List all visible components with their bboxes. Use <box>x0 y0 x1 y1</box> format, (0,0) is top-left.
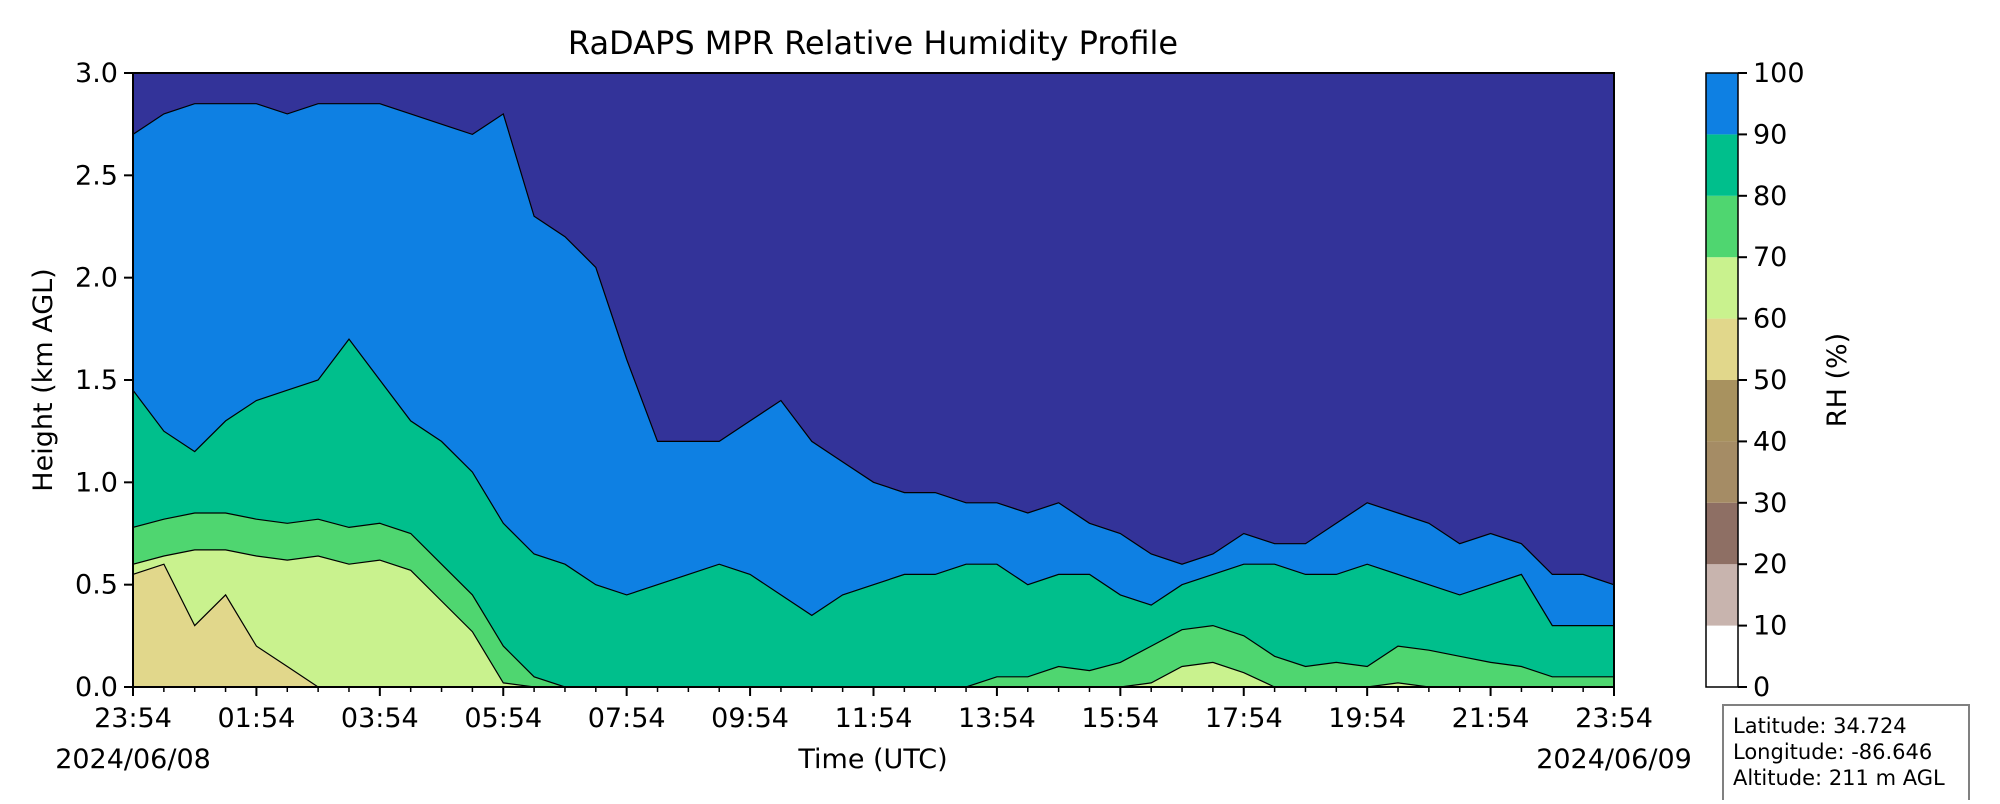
x-tick-label: 05:54 <box>464 703 542 734</box>
station-info-box: Latitude: 34.724 Longitude: -86.646 Alti… <box>1722 704 1970 804</box>
y-tick-label: 2.5 <box>75 160 118 191</box>
colorbar-label: RH (%) <box>1822 333 1853 427</box>
colorbar-tick-label: 80 <box>1753 181 1787 212</box>
colorbar-tick-label: 100 <box>1753 58 1805 89</box>
y-tick-label: 0.5 <box>75 570 118 601</box>
colorbar-swatch <box>1706 318 1738 380</box>
colorbar-tick-label: 50 <box>1753 365 1787 396</box>
x-axis-label: Time (UTC) <box>797 744 947 775</box>
y-tick-label: 0.0 <box>75 672 118 703</box>
x-tick-label: 23:54 <box>94 703 172 734</box>
x-tick-label: 17:54 <box>1205 703 1283 734</box>
colorbar-swatch <box>1706 257 1738 319</box>
rh-90-100-layer <box>133 73 1614 586</box>
colorbar-swatch <box>1706 134 1738 196</box>
colorbar-tick-label: 60 <box>1753 304 1787 335</box>
humidity-field <box>133 73 1614 687</box>
colorbar: 0 10 20 30 40 50 60 70 80 90 100 <box>1705 58 1805 703</box>
colorbar-swatch <box>1706 625 1738 687</box>
y-axis-label: Height (km AGL) <box>28 268 59 491</box>
colorbar-tick-label: 40 <box>1753 426 1787 457</box>
x-tick-label: 09:54 <box>711 703 789 734</box>
colorbar-tick-label: 30 <box>1753 488 1787 519</box>
colorbar-swatch <box>1706 195 1738 258</box>
x-tick-label: 21:54 <box>1452 703 1530 734</box>
colorbar-tick-label: 0 <box>1753 672 1770 703</box>
altitude-text: Altitude: 211 m AGL <box>1733 766 1945 790</box>
x-tick-label: 13:54 <box>958 703 1036 734</box>
colorbar-swatch <box>1706 73 1738 135</box>
x-tick-label: 03:54 <box>341 703 419 734</box>
y-tick-label: 3.0 <box>75 58 118 89</box>
colorbar-tick-label: 20 <box>1753 549 1787 580</box>
x-tick-label: 07:54 <box>588 703 666 734</box>
date-start-label: 2024/06/08 <box>55 744 211 775</box>
y-tick-label: 2.0 <box>75 263 118 294</box>
x-tick-label: 01:54 <box>218 703 296 734</box>
station-info-frame <box>1722 704 1970 804</box>
x-tick-label: 19:54 <box>1328 703 1406 734</box>
colorbar-swatch <box>1706 564 1738 626</box>
y-tick-label: 1.5 <box>75 365 118 396</box>
colorbar-tick-label: 90 <box>1753 119 1787 150</box>
longitude-text: Longitude: -86.646 <box>1733 740 1932 764</box>
colorbar-tick-label: 70 <box>1753 242 1787 273</box>
y-axis: 0.0 0.5 1.0 1.5 2.0 2.5 3.0 <box>75 58 133 703</box>
x-tick-label: 23:54 <box>1575 703 1653 734</box>
x-tick-label: 15:54 <box>1081 703 1159 734</box>
chart-title: RaDAPS MPR Relative Humidity Profile <box>568 24 1178 62</box>
colorbar-swatch <box>1706 380 1738 442</box>
colorbar-swatch <box>1706 441 1738 503</box>
x-tick-label: 11:54 <box>835 703 913 734</box>
latitude-text: Latitude: 34.724 <box>1733 714 1907 738</box>
y-tick-label: 1.0 <box>75 467 118 498</box>
colorbar-swatch <box>1706 502 1738 565</box>
date-end-label: 2024/06/09 <box>1536 744 1692 775</box>
x-axis: 23:54 01:54 03:54 05:54 07:54 09:54 11:54 13:54… <box>94 687 1653 734</box>
colorbar-tick-label: 10 <box>1753 611 1787 642</box>
